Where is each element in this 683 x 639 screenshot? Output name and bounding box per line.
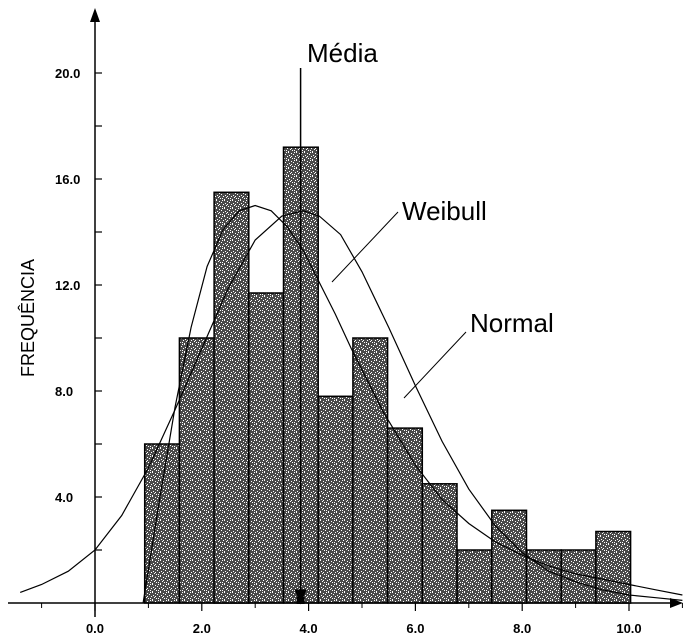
histogram-bar <box>213 191 250 604</box>
annotation-normal-leader <box>403 331 467 399</box>
x-tick-label: 4.0 <box>300 621 318 636</box>
mean-marker-block <box>296 597 305 604</box>
histogram-bar <box>352 337 389 604</box>
histogram-bars <box>143 146 632 604</box>
histogram-bar <box>386 427 424 604</box>
histogram-bar <box>248 292 285 604</box>
x-tick-label: 2.0 <box>193 621 211 636</box>
distribution-curves <box>19 204 683 604</box>
x-tick-label: 0.0 <box>86 621 104 636</box>
y-tick-label: 8.0 <box>55 384 73 399</box>
y-axis-title: FREQUÊNCIA <box>18 259 38 377</box>
x-axis-arrow <box>670 598 683 608</box>
histogram-bar <box>143 443 181 604</box>
histogram-bar <box>421 483 458 604</box>
curve-normal <box>19 210 683 601</box>
histogram-bar <box>317 395 354 604</box>
annotations: Média Weibull Normal <box>307 38 554 399</box>
y-axis-arrow <box>90 8 100 22</box>
annotation-normal: Normal <box>470 308 554 338</box>
histogram-bar <box>525 549 562 604</box>
y-tick-label: 16.0 <box>55 172 80 187</box>
annotation-media: Média <box>307 38 378 68</box>
annotation-weibull: Weibull <box>402 196 487 226</box>
histogram-bar <box>491 509 528 604</box>
x-tick-label: 10.0 <box>616 621 641 636</box>
y-axis-ticks: 4.0 8.0 12.0 16.0 20.0 <box>55 66 102 551</box>
y-tick-label: 4.0 <box>55 490 73 505</box>
axes <box>8 8 683 617</box>
x-tick-label: 6.0 <box>406 621 424 636</box>
mean-marker <box>294 68 307 605</box>
x-axis-ticks: 0.0 2.0 4.0 6.0 8.0 10.0 <box>41 603 683 636</box>
y-tick-label: 20.0 <box>55 66 80 81</box>
annotation-weibull-leader <box>331 211 399 283</box>
histogram-bar <box>178 337 215 604</box>
y-tick-label: 12.0 <box>55 278 80 293</box>
x-tick-label: 8.0 <box>513 621 531 636</box>
curve-weibull <box>142 204 683 604</box>
histogram-bar <box>456 549 493 604</box>
